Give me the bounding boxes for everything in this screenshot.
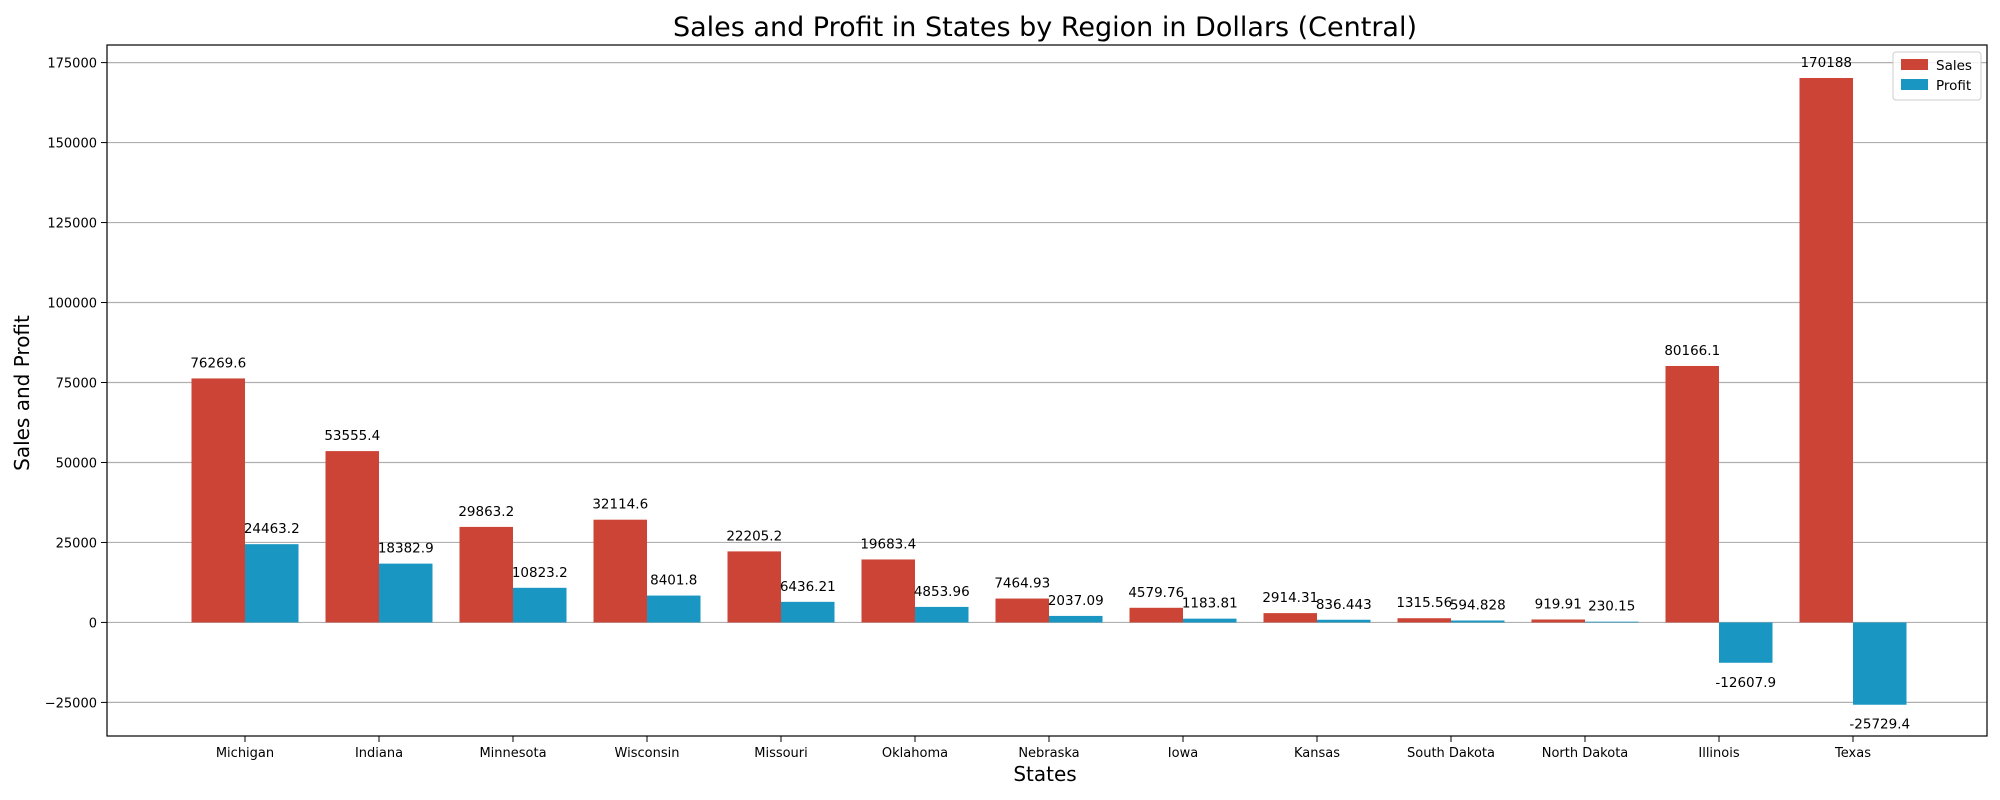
profit-bar [1317, 619, 1371, 623]
x-tick-label: South Dakota [1407, 746, 1495, 761]
legend: Sales Profit [1892, 51, 1982, 101]
profit-bar [781, 601, 835, 623]
y-tick-label: 0 [89, 616, 97, 631]
x-tick-label: Illinois [1698, 746, 1739, 761]
sales-data-label: 22205.2 [726, 528, 782, 544]
y-axis-title: Sales and Profit [10, 315, 34, 471]
axes: −25000 0 25000 50000 75000 100000 125000 150000… [45, 44, 1988, 761]
sales-bar [1799, 77, 1853, 623]
profit-bar [245, 544, 299, 623]
profit-data-label: 1183.81 [1182, 596, 1238, 612]
profit-bar [1183, 618, 1237, 623]
profit-data-label: 2037.09 [1048, 593, 1104, 609]
sales-bar [727, 551, 781, 623]
sales-bar [191, 378, 245, 623]
profit-data-label: 8401.8 [650, 573, 697, 589]
x-tick-label: Michigan [216, 746, 274, 761]
x-tick-label: Missouri [754, 746, 808, 761]
profit-data-label: 18382.9 [378, 541, 434, 557]
sales-data-label: 32114.6 [592, 497, 648, 513]
sales-bar [1263, 613, 1317, 623]
y-tick-label: −25000 [45, 696, 97, 711]
profit-bar [915, 606, 969, 623]
profit-bar [379, 563, 433, 623]
sales-bar [1531, 619, 1585, 623]
x-tick-label: Indiana [355, 746, 403, 761]
profit-bar [1049, 615, 1103, 623]
profit-data-label: 24463.2 [244, 521, 300, 537]
x-tick-label: Kansas [1294, 746, 1340, 761]
x-tick-label: Minnesota [479, 746, 546, 761]
profit-bar [513, 587, 567, 623]
x-tick-label: North Dakota [1542, 746, 1629, 761]
profit-data-label: 594.828 [1450, 598, 1506, 614]
profit-data-label: 6436.21 [780, 579, 836, 595]
profit-data-label: 230.15 [1588, 599, 1635, 615]
data-labels: 76269.6 24463.2 53555.4 18382.9 29863.2 10823… [190, 55, 1910, 733]
sales-data-label: 170188 [1800, 55, 1852, 71]
x-tick-label: Texas [1834, 746, 1871, 761]
sales-data-label: 1315.56 [1396, 595, 1452, 611]
bars [191, 77, 1907, 705]
sales-data-label: 4579.76 [1128, 585, 1184, 601]
profit-data-label: -25729.4 [1849, 717, 1910, 733]
profit-bar [1719, 622, 1773, 663]
sales-data-label: 7464.93 [994, 576, 1050, 592]
y-tick-label: 125000 [47, 217, 97, 232]
sales-data-label: 29863.2 [458, 504, 514, 520]
profit-data-label: -12607.9 [1715, 675, 1776, 691]
profit-bar [1451, 620, 1505, 623]
x-tick-label: Wisconsin [615, 746, 680, 761]
y-tick-label: 175000 [47, 57, 97, 72]
sales-bar [459, 526, 513, 623]
chart-title: Sales and Profit in States by Region in … [673, 12, 1417, 43]
y-tick-label: 100000 [47, 297, 97, 312]
legend-entry: Sales [1936, 58, 1972, 74]
profit-data-label: 836.443 [1316, 597, 1372, 613]
sales-data-label: 76269.6 [190, 355, 246, 371]
plot-frame [106, 44, 1988, 737]
sales-data-label: 2914.31 [1262, 590, 1318, 606]
profit-data-label: 10823.2 [512, 565, 568, 581]
sales-data-label: 80166.1 [1664, 343, 1720, 359]
sales-bar [1397, 618, 1451, 623]
profit-data-label: 4853.96 [914, 584, 970, 600]
x-axis-title: States [1013, 762, 1076, 786]
x-tick-label: Oklahoma [882, 746, 948, 761]
profit-bar [1853, 622, 1907, 705]
x-tick-label: Iowa [1168, 746, 1198, 761]
sales-bar [1665, 365, 1719, 623]
y-tick-label: 75000 [56, 377, 97, 392]
sales-bar [593, 519, 647, 623]
sales-data-label: 53555.4 [324, 428, 380, 444]
y-tick-label: 150000 [47, 137, 97, 152]
sales-bar [325, 451, 379, 623]
profit-bar [1585, 621, 1639, 623]
x-tick-label: Nebraska [1018, 746, 1079, 761]
sales-bar [1129, 607, 1183, 623]
y-tick-label: 25000 [56, 536, 97, 551]
legend-swatch [1901, 59, 1928, 70]
sales-bar [995, 598, 1049, 623]
y-tick-label: 50000 [56, 456, 97, 471]
sales-data-label: 19683.4 [860, 536, 916, 552]
profit-bar [647, 595, 701, 623]
legend-swatch [1901, 79, 1928, 90]
sales-bar [861, 559, 915, 623]
legend-entry: Profit [1936, 78, 1971, 94]
sales-data-label: 919.91 [1535, 596, 1582, 612]
